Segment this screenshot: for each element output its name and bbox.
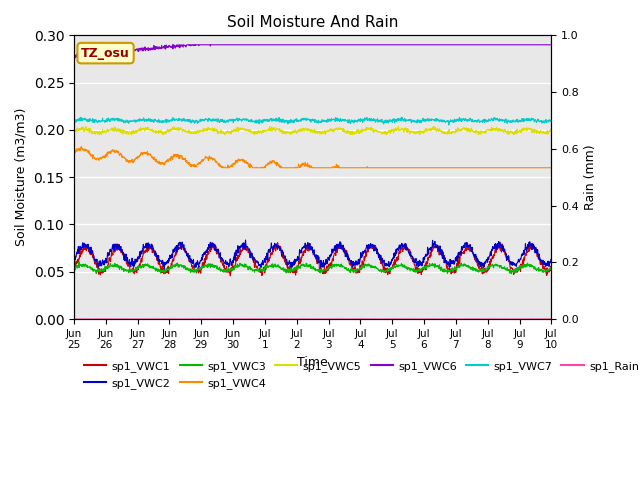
sp1_Rain	[387, 316, 394, 322]
sp1_VWC5	[547, 130, 555, 135]
sp1_VWC5	[387, 131, 394, 136]
sp1_VWC7	[177, 116, 184, 122]
sp1_VWC2	[449, 258, 457, 264]
sp1_VWC7	[449, 118, 457, 123]
sp1_VWC6	[177, 42, 185, 48]
Text: TZ_osu: TZ_osu	[81, 47, 130, 60]
Line: sp1_VWC4: sp1_VWC4	[74, 146, 551, 168]
Y-axis label: Soil Moisture (m3/m3): Soil Moisture (m3/m3)	[15, 108, 28, 246]
sp1_VWC4	[70, 150, 78, 156]
sp1_Rain	[230, 316, 237, 322]
sp1_VWC2	[387, 261, 395, 267]
sp1_VWC1	[547, 264, 555, 270]
sp1_VWC6	[492, 42, 499, 48]
sp1_VWC7	[70, 116, 78, 122]
sp1_VWC3	[165, 266, 173, 272]
Line: sp1_VWC2: sp1_VWC2	[74, 240, 551, 268]
sp1_VWC4	[387, 165, 395, 170]
sp1_VWC5	[230, 126, 237, 132]
sp1_VWC5	[165, 128, 173, 134]
sp1_VWC1	[387, 265, 395, 271]
sp1_VWC4	[547, 165, 555, 170]
sp1_VWC3	[449, 268, 457, 274]
sp1_VWC3	[387, 267, 394, 273]
Title: Soil Moisture And Rain: Soil Moisture And Rain	[227, 15, 398, 30]
sp1_VWC6	[165, 43, 173, 48]
Line: sp1_VWC1: sp1_VWC1	[74, 243, 551, 276]
sp1_VWC7	[387, 117, 394, 122]
Line: sp1_VWC7: sp1_VWC7	[74, 117, 551, 125]
sp1_Rain	[177, 316, 184, 322]
sp1_VWC2	[242, 237, 250, 243]
sp1_VWC6	[70, 53, 78, 59]
Line: sp1_VWC5: sp1_VWC5	[74, 126, 551, 135]
sp1_VWC2	[70, 255, 78, 261]
sp1_VWC7	[164, 117, 172, 123]
sp1_Rain	[449, 316, 457, 322]
sp1_VWC4	[77, 144, 85, 149]
sp1_VWC6	[169, 42, 177, 48]
sp1_VWC2	[177, 241, 184, 247]
sp1_VWC1	[227, 273, 234, 279]
sp1_VWC3	[75, 259, 83, 265]
sp1_VWC2	[492, 245, 499, 251]
sp1_VWC2	[161, 265, 168, 271]
sp1_VWC5	[70, 128, 78, 134]
sp1_VWC4	[492, 165, 499, 170]
sp1_VWC7	[230, 119, 237, 125]
sp1_Rain	[70, 316, 78, 322]
Line: sp1_VWC3: sp1_VWC3	[74, 262, 551, 274]
sp1_VWC5	[395, 123, 403, 129]
sp1_VWC5	[127, 132, 135, 138]
X-axis label: Time: Time	[298, 356, 328, 369]
sp1_VWC3	[508, 271, 515, 276]
Legend: sp1_VWC1, sp1_VWC2, sp1_VWC3, sp1_VWC4, sp1_VWC5, sp1_VWC6, sp1_VWC7, sp1_Rain: sp1_VWC1, sp1_VWC2, sp1_VWC3, sp1_VWC4, …	[79, 357, 640, 393]
sp1_VWC4	[449, 165, 457, 170]
sp1_VWC4	[177, 153, 184, 159]
sp1_VWC6	[230, 42, 238, 48]
sp1_VWC3	[491, 262, 499, 268]
sp1_VWC4	[230, 161, 238, 167]
sp1_Rain	[547, 316, 555, 322]
sp1_VWC1	[449, 268, 457, 274]
sp1_VWC6	[547, 42, 555, 48]
sp1_Rain	[492, 316, 499, 322]
sp1_VWC6	[449, 42, 457, 48]
sp1_VWC5	[449, 130, 457, 135]
sp1_VWC1	[177, 244, 184, 250]
sp1_VWC3	[547, 265, 555, 271]
Line: sp1_VWC6: sp1_VWC6	[74, 45, 551, 58]
sp1_VWC2	[165, 258, 173, 264]
sp1_VWC1	[70, 264, 78, 270]
sp1_Rain	[165, 316, 173, 322]
sp1_VWC3	[70, 267, 78, 273]
sp1_VWC2	[230, 257, 237, 263]
sp1_VWC7	[547, 119, 555, 124]
sp1_VWC7	[397, 114, 405, 120]
sp1_VWC6	[387, 42, 395, 48]
sp1_VWC3	[177, 263, 184, 268]
sp1_VWC4	[218, 165, 226, 170]
sp1_VWC7	[492, 117, 499, 122]
sp1_VWC5	[492, 127, 499, 133]
sp1_VWC2	[547, 257, 555, 263]
sp1_VWC5	[177, 126, 184, 132]
sp1_VWC1	[164, 271, 172, 276]
sp1_VWC4	[165, 157, 173, 163]
Y-axis label: Rain (mm): Rain (mm)	[584, 144, 597, 210]
sp1_Rain	[488, 316, 495, 322]
sp1_VWC1	[230, 267, 237, 273]
sp1_VWC7	[445, 122, 452, 128]
sp1_VWC6	[72, 55, 79, 60]
sp1_VWC3	[230, 266, 237, 272]
sp1_VWC1	[274, 240, 282, 246]
sp1_Rain	[70, 316, 78, 322]
sp1_VWC1	[492, 247, 499, 252]
